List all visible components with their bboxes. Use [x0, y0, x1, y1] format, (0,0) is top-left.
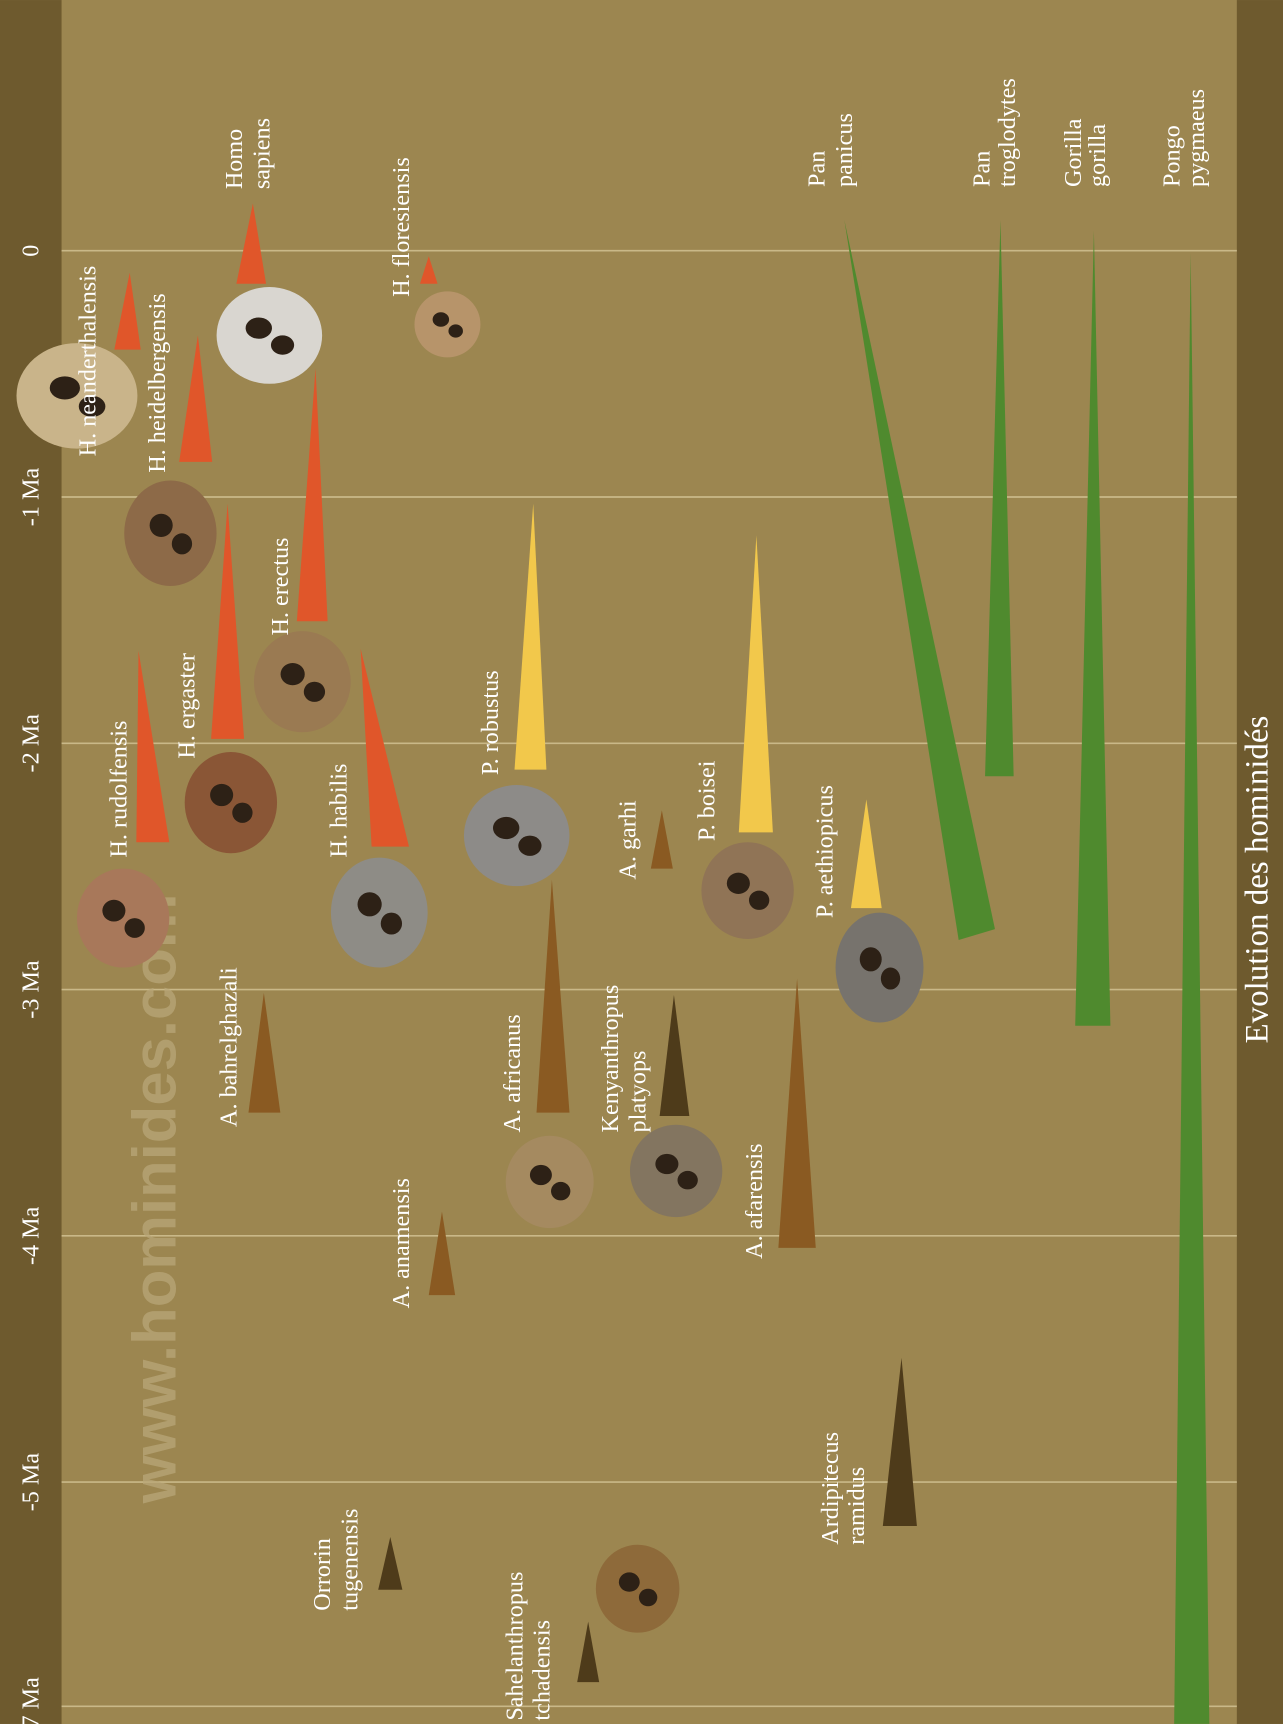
- species-label: sapiens: [248, 118, 275, 189]
- species-label: A. africanus: [499, 1014, 526, 1132]
- species-label: H. neanderthalensis: [75, 266, 102, 457]
- species-label: Gorilla: [1060, 118, 1087, 187]
- species-label: A. anamensis: [388, 1178, 415, 1308]
- time-label: -5 Ma: [18, 1453, 45, 1512]
- skull-socket: [655, 1154, 678, 1174]
- species-label: Sahelanthropus: [501, 1572, 528, 1721]
- skull-socket: [448, 324, 463, 337]
- species-label: A. afarensis: [741, 1143, 768, 1258]
- species-label: platyops: [624, 1051, 651, 1133]
- skull: [124, 481, 216, 587]
- species-label: H. erectus: [267, 538, 294, 636]
- skull-socket: [551, 1182, 570, 1200]
- skull-socket: [493, 817, 519, 839]
- skull-socket: [749, 891, 769, 910]
- skull-socket: [860, 947, 882, 971]
- species-label: A. bahrelghazali: [215, 967, 242, 1127]
- species-label: H. heidelbergensis: [144, 293, 171, 472]
- species-label: tchadensis: [529, 1620, 556, 1721]
- skull-socket: [727, 873, 750, 894]
- skull: [331, 858, 428, 968]
- hominid-timeline: www.hominides.com Evolution des hominidé…: [0, 0, 1283, 1724]
- skull: [414, 291, 480, 357]
- species-label: Ardipitecus: [817, 1432, 844, 1545]
- species-label: P. boisei: [694, 760, 721, 841]
- species-label: H. habilis: [325, 764, 352, 858]
- species-label: H. rudolfensis: [105, 721, 132, 858]
- time-label: -3 Ma: [18, 960, 45, 1019]
- species-label: Homo: [221, 129, 248, 189]
- skull-socket: [381, 913, 402, 935]
- species-label: troglodytes: [994, 78, 1021, 187]
- skull: [596, 1545, 680, 1633]
- species-label: A. garhi: [615, 800, 642, 879]
- skull-socket: [210, 784, 233, 806]
- skull-socket: [678, 1171, 698, 1189]
- skull-socket: [304, 682, 325, 702]
- species-label: Pan: [969, 151, 996, 187]
- skull: [630, 1125, 722, 1217]
- skull-socket: [246, 317, 272, 338]
- skull-socket: [639, 1589, 657, 1607]
- species-label: Pan: [804, 151, 831, 187]
- species-label: Pongo: [1159, 125, 1186, 187]
- skull-socket: [172, 533, 192, 554]
- species-label: ramidus: [843, 1467, 870, 1545]
- skull-socket: [881, 968, 900, 990]
- skull: [217, 287, 323, 384]
- time-label: -2 Ma: [18, 714, 45, 773]
- title: Evolution des hominidés: [1239, 716, 1275, 1044]
- time-label: 0: [18, 245, 45, 257]
- skull-socket: [530, 1165, 552, 1185]
- skull: [464, 785, 570, 886]
- species-label: tugenensis: [336, 1509, 363, 1611]
- watermark: www.hominides.com: [121, 893, 190, 1504]
- species-label: H. ergaster: [174, 653, 201, 759]
- skull: [506, 1136, 594, 1228]
- species-label: P. robustus: [477, 670, 504, 775]
- skull: [254, 631, 351, 732]
- skull-socket: [518, 836, 541, 856]
- skull-socket: [102, 900, 125, 922]
- skull: [77, 869, 169, 968]
- species-label: Orrorin: [309, 1538, 336, 1611]
- skull-socket: [150, 514, 173, 537]
- skull: [701, 842, 793, 939]
- page: www.hominides.com Evolution des hominidé…: [0, 0, 1283, 1724]
- species-label: gorilla: [1084, 124, 1111, 187]
- time-label: -4 Ma: [18, 1206, 45, 1265]
- skull: [185, 752, 277, 853]
- species-label: H. floresiensis: [388, 157, 415, 297]
- skull-socket: [358, 892, 382, 916]
- skull-socket: [433, 312, 449, 327]
- time-label: -1 Ma: [18, 468, 45, 527]
- skull: [836, 913, 924, 1023]
- species-label: P. aethiopicus: [811, 785, 838, 918]
- time-label: -7 Ma: [18, 1677, 45, 1724]
- species-label: panicus: [831, 113, 858, 187]
- species-label: pygmaeus: [1183, 89, 1210, 187]
- skull-socket: [271, 335, 294, 354]
- skull-socket: [232, 803, 252, 823]
- skull-socket: [281, 663, 305, 685]
- skull-socket: [619, 1572, 640, 1591]
- skull-socket: [125, 918, 145, 938]
- species-label: Kenyanthropus: [597, 985, 624, 1133]
